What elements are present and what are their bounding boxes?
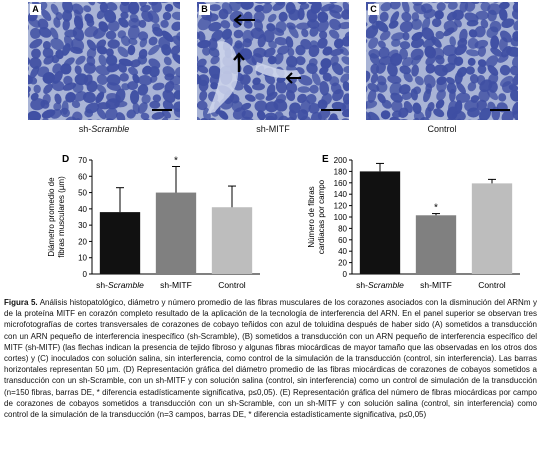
y-tick-label: 40 xyxy=(338,247,347,256)
category-label: sh-MITF xyxy=(160,280,192,290)
panel-caption-a: sh-Scramble xyxy=(78,124,130,134)
error-bar xyxy=(172,166,180,193)
y-tick-label: 70 xyxy=(78,156,87,165)
caption-body: Análisis histopatológico, diámetro y núm… xyxy=(4,298,538,420)
y-tick-label: 120 xyxy=(334,202,348,211)
y-tick-label: 20 xyxy=(338,259,347,268)
chart-svg: E 0 20 40 60 80 100 120 140 160 180 200 Número de fi… xyxy=(307,154,520,290)
scale-bar xyxy=(321,109,341,111)
tissue-image-a xyxy=(28,2,180,120)
arrow-icon xyxy=(285,72,301,84)
category-label: sh-Scramble xyxy=(96,280,144,290)
y-tick-label: 40 xyxy=(78,205,87,214)
category-label: Control xyxy=(218,280,246,290)
figure-label: Figura 5. xyxy=(4,298,38,307)
y-axis-label: Diámetro promedio defibras musculares (µ… xyxy=(47,176,66,258)
panel-caption-b: sh-MITF xyxy=(256,124,290,134)
y-tick-label: 160 xyxy=(334,179,348,188)
tissue-image-b xyxy=(197,2,349,120)
error-bar xyxy=(488,178,496,184)
bar-3 xyxy=(471,183,513,274)
y-tick-label: 10 xyxy=(78,254,87,263)
significance-mark: * xyxy=(174,156,178,167)
y-tick-label: 80 xyxy=(338,224,347,233)
y-tick-label: 60 xyxy=(338,236,347,245)
y-tick-label: 200 xyxy=(334,156,348,165)
arrows-overlay xyxy=(233,14,341,111)
y-tick-label: 50 xyxy=(78,189,87,198)
y-tick-label: 30 xyxy=(78,221,87,230)
y-tick-label: 60 xyxy=(78,172,87,181)
chart-panel-letter: E xyxy=(322,154,329,165)
micrograph-panel-c: C xyxy=(366,2,518,120)
y-tick-label: 180 xyxy=(334,167,348,176)
arrow-icon xyxy=(233,14,255,26)
y-tick-label: 100 xyxy=(334,213,348,222)
micrograph-panel-a: A xyxy=(28,2,180,120)
chart-svg: D 0 10 20 30 40 50 60 70 Diámetro promedio defibr… xyxy=(47,154,260,290)
chart-d: D 0 10 20 30 40 50 60 70 Diámetro promedio defibr… xyxy=(30,146,270,296)
category-label: Control xyxy=(478,280,506,290)
error-bar xyxy=(228,185,236,208)
y-tick-label: 20 xyxy=(78,237,87,246)
bar-1 xyxy=(99,212,141,274)
panel-letter-b: B xyxy=(199,4,210,15)
figure-caption: Figura 5. Análisis histopatológico, diám… xyxy=(4,297,537,420)
panel-letter-c: C xyxy=(368,4,379,15)
category-label: sh-Scramble xyxy=(356,280,404,290)
error-bar xyxy=(376,162,384,172)
panel-caption-c: Control xyxy=(427,124,457,134)
bar-2 xyxy=(415,215,457,274)
y-axis-label: Número de fibrascardiacas por campo xyxy=(307,179,326,254)
error-bar xyxy=(116,187,124,213)
bar-3 xyxy=(211,207,253,274)
y-tick-label: 0 xyxy=(83,270,88,279)
tissue-image-c xyxy=(366,2,518,120)
y-tick-label: 0 xyxy=(343,270,348,279)
chart-e: E 0 20 40 60 80 100 120 140 160 180 200 Número de fi… xyxy=(290,146,530,296)
chart-panel-letter: D xyxy=(62,154,69,165)
panel-letter-a: A xyxy=(30,4,41,15)
micrograph-panel-b: B xyxy=(197,2,349,120)
significance-mark: * xyxy=(434,203,438,214)
arrow-icon xyxy=(233,52,245,72)
category-label: sh-MITF xyxy=(420,280,452,290)
y-tick-label: 140 xyxy=(334,190,348,199)
error-bar xyxy=(432,213,440,216)
bar-2 xyxy=(155,192,197,274)
bar-1 xyxy=(359,171,401,274)
